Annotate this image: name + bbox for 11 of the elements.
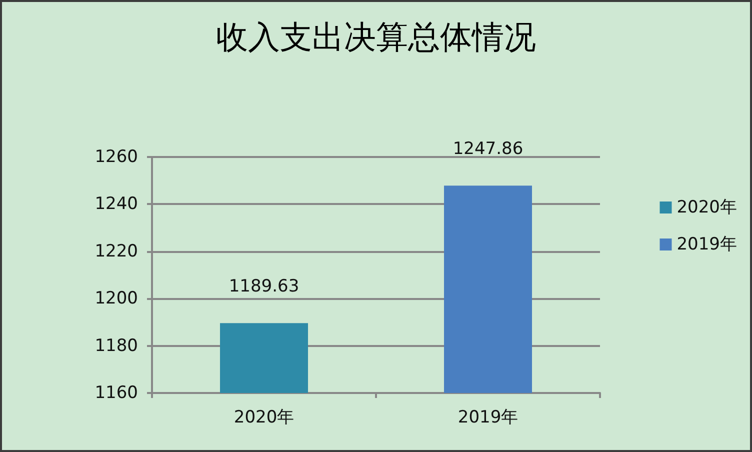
data-label: 1189.63	[228, 276, 300, 297]
y-tick-label: 1260	[94, 147, 138, 167]
y-tick-label: 1180	[94, 336, 138, 356]
legend-label: 2019年	[676, 234, 737, 254]
y-tick-label: 1240	[94, 194, 138, 214]
legend-label: 2020年	[676, 198, 737, 218]
y-tick-label: 1220	[94, 241, 138, 262]
data-label: 1247.86	[452, 139, 524, 160]
y-tick-label: 1200	[94, 288, 138, 309]
y-tick-label: 1160	[94, 383, 138, 403]
chart-title: 收入支出决算总体情况	[216, 18, 536, 56]
